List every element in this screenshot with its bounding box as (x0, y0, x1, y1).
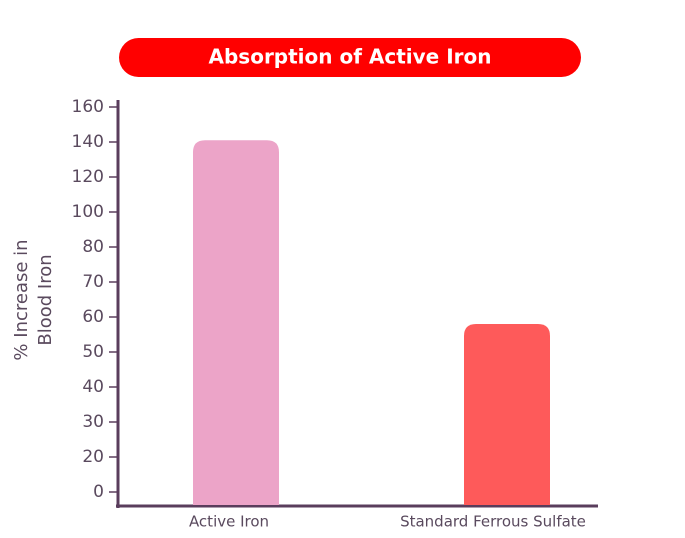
bar (193, 140, 279, 505)
chart-title: Absorption of Active Iron (209, 45, 492, 69)
y-axis-label: Blood Iron (35, 254, 56, 345)
bar (464, 324, 550, 505)
y-tick-label: 120 (72, 167, 104, 187)
y-tick-label: 30 (82, 412, 104, 432)
y-tick-label: 0 (93, 482, 104, 502)
y-tick-label: 160 (72, 97, 104, 117)
y-tick-label: 70 (82, 272, 104, 292)
y-tick-label: 80 (82, 237, 104, 257)
y-tick-label: 140 (72, 132, 104, 152)
y-tick-label: 20 (82, 447, 104, 467)
title-pill (119, 38, 581, 77)
y-tick-label: 100 (72, 202, 104, 222)
y-axis-label: % Increase in (11, 239, 32, 360)
y-tick-label: 50 (82, 342, 104, 362)
x-tick-label: Standard Ferrous Sulfate (400, 513, 586, 531)
y-tick-label: 60 (82, 307, 104, 327)
x-tick-label: Active Iron (189, 513, 269, 531)
y-tick-label: 40 (82, 377, 104, 397)
